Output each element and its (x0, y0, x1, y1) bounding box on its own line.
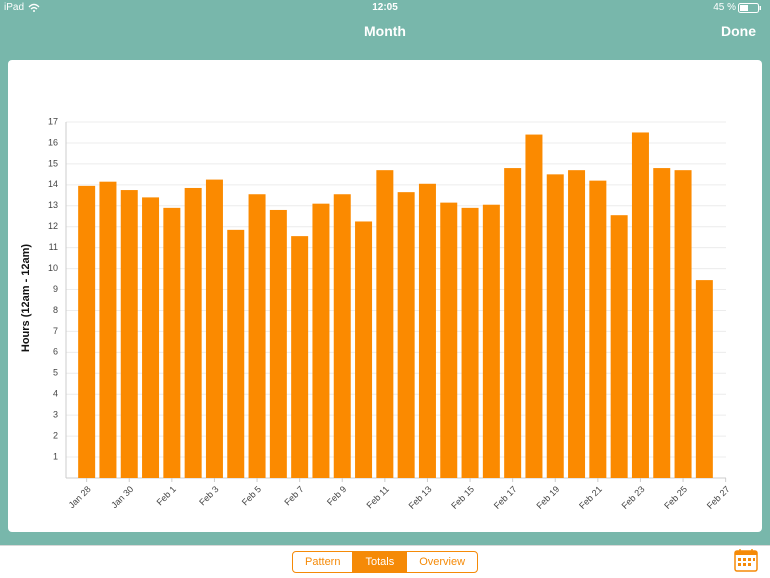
y-tick-label: 5 (53, 368, 58, 378)
x-tick-label: Feb 17 (492, 484, 519, 511)
x-tick-label: Feb 13 (407, 484, 434, 511)
y-tick-label: 7 (53, 326, 58, 336)
x-tick-label: Feb 7 (282, 484, 305, 507)
x-tick-label: Feb 15 (449, 484, 476, 511)
bar (695, 280, 713, 478)
toolbar-border (0, 545, 770, 546)
y-tick-label: 11 (49, 242, 58, 252)
bar (355, 221, 373, 478)
bar (397, 192, 415, 478)
battery-icon (738, 3, 761, 13)
bar (248, 194, 266, 478)
bar (184, 187, 202, 478)
bar (482, 204, 500, 478)
y-tick-label: 2 (53, 430, 58, 440)
x-tick-label: Feb 25 (662, 484, 689, 511)
x-tick-label: Feb 3 (197, 484, 220, 507)
bar (78, 185, 96, 478)
bar (99, 181, 117, 478)
y-tick-label: 16 (48, 137, 58, 147)
bar (227, 229, 245, 478)
bar (653, 168, 671, 478)
done-button[interactable]: Done (721, 23, 756, 39)
bar (461, 207, 479, 478)
calendar-button[interactable] (734, 548, 758, 572)
bar (291, 236, 309, 478)
x-tick-label: Feb 1 (155, 484, 178, 507)
y-tick-label: 13 (48, 200, 58, 210)
x-tick-label: Feb 21 (577, 484, 604, 511)
bar (269, 209, 287, 478)
bar (589, 180, 607, 478)
bar (142, 197, 160, 478)
y-tick-label: 3 (53, 410, 58, 420)
y-tick-label: 17 (48, 116, 58, 126)
x-tick-label: Feb 23 (620, 484, 647, 511)
x-tick-label: Feb 19 (534, 484, 561, 511)
bar (376, 170, 394, 478)
bar (568, 170, 586, 478)
chart: Hours (12am - 12am) 12345678910111213141… (20, 116, 732, 511)
x-tick-label: Feb 5 (240, 484, 263, 507)
x-tick-label: Feb 11 (365, 484, 391, 510)
bar (333, 194, 351, 478)
bar (546, 174, 564, 478)
bar (525, 134, 543, 478)
bar (504, 168, 522, 478)
wifi-icon (28, 3, 40, 12)
bar (205, 179, 223, 478)
y-tick-label: 15 (48, 158, 58, 168)
y-tick-label: 4 (53, 389, 58, 399)
y-tick-label: 12 (48, 221, 58, 231)
y-axis-label: Hours (12am - 12am) (20, 244, 32, 353)
y-tick-label: 14 (48, 179, 58, 189)
x-tick-label: Jan 30 (109, 484, 135, 510)
bar (418, 183, 436, 478)
y-tick-label: 9 (53, 284, 58, 294)
x-tick-label: Jan 28 (67, 484, 93, 510)
clock: 12:05 (372, 2, 398, 13)
segmented-control: Pattern Totals Overview (292, 551, 479, 573)
y-tick-label: 10 (48, 263, 58, 273)
bar (631, 132, 649, 478)
y-tick-label: 8 (53, 305, 58, 315)
x-tick-label: Feb 9 (325, 484, 348, 507)
segment-button[interactable]: Overview (406, 552, 477, 572)
segment-button[interactable]: Pattern (305, 556, 341, 568)
y-tick-label: 6 (53, 347, 58, 357)
chart-card: Hours (12am - 12am) 1 2 3 4 5 6 7 8 9 10 11 12 13 14 1… (8, 60, 762, 532)
y-tick-label: 1 (53, 451, 58, 461)
device-name: iPad (4, 2, 25, 13)
bar (312, 203, 330, 478)
bar (120, 190, 138, 478)
nav-title: Month (364, 23, 406, 39)
battery-level: 45 % (713, 2, 736, 13)
bar (610, 215, 628, 478)
bar (440, 202, 458, 478)
x-tick-label: Feb 27 (705, 484, 732, 511)
bar (163, 207, 181, 478)
bar (674, 170, 692, 478)
segment-button[interactable]: Totals (352, 552, 407, 572)
